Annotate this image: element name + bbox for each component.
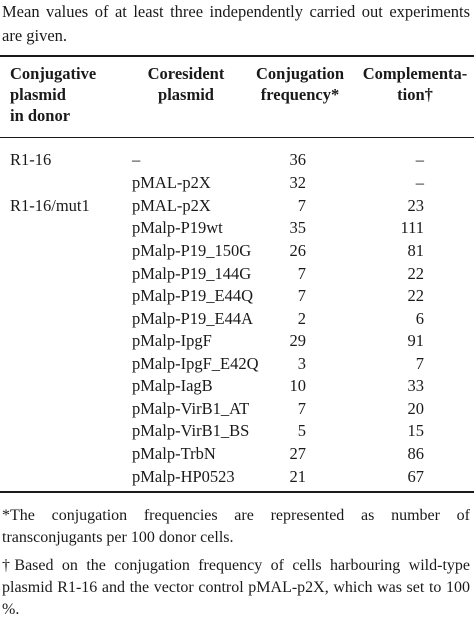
header-conjugative-plasmid: Conjugative plasmid in donor: [10, 63, 120, 126]
conjugation-frequency-cell: 35: [289, 218, 307, 237]
complementation-cell: 20: [407, 399, 425, 418]
complementation-cell: 81: [407, 241, 425, 260]
complementation-cell: 22: [407, 264, 425, 283]
donor-plasmid-cell: R1-16: [10, 150, 52, 169]
complementation-cell: 22: [407, 286, 425, 305]
table-row: pMalp-IpgF_E42Q 3 7: [0, 352, 474, 375]
coresident-plasmid-cell: pMalp-P19_150G: [132, 241, 252, 260]
conjugation-frequency-cell: 7: [297, 264, 306, 283]
coresident-plasmid-cell: pMalp-VirB1_BS: [132, 421, 250, 440]
header-coresident-plasmid: Coresident plasmid: [136, 63, 236, 105]
coresident-plasmid-cell: pMalp-P19_144G: [132, 264, 252, 283]
complementation-cell: 23: [407, 196, 425, 215]
complementation-cell: 86: [407, 444, 425, 463]
conjugation-frequency-cell: 36: [289, 150, 307, 169]
header-line: plasmid: [158, 85, 214, 104]
footnotes: *The conjugation frequencies are represe…: [2, 505, 470, 627]
coresident-plasmid-cell: pMalp-IpgF_E42Q: [132, 354, 259, 373]
header-line: in donor: [10, 106, 71, 125]
conjugation-frequency-cell: 3: [297, 354, 306, 373]
donor-plasmid-cell: R1-16/mut1: [10, 196, 90, 215]
header-line: Conjugation: [255, 64, 345, 83]
header-line: Complementa-: [362, 64, 468, 83]
coresident-plasmid-cell: pMAL-p2X: [132, 173, 211, 192]
coresident-plasmid-cell: pMalp-P19_E44A: [132, 309, 253, 328]
table-row: pMalp-IagB 10 33: [0, 374, 474, 397]
conjugation-frequency-cell: 29: [289, 331, 307, 350]
coresident-plasmid-cell: pMalp-TrbN: [132, 444, 216, 463]
table-row: pMalp-P19_E44A 2 6: [0, 307, 474, 330]
coresident-plasmid-cell: pMalp-IagB: [132, 376, 213, 395]
header-complementation: Complementa- tion†: [356, 63, 474, 105]
conjugation-frequency-cell: 5: [297, 421, 306, 440]
conjugation-frequency-cell: 32: [289, 173, 307, 192]
coresident-plasmid-cell: pMalp-VirB1_AT: [132, 399, 250, 418]
table-row: pMalp-P19_E44Q 7 22: [0, 284, 474, 307]
coresident-plasmid-cell: pMAL-p2X: [132, 196, 211, 215]
table-row: pMAL-p2X 32 –: [0, 171, 474, 194]
footnote-complementation: †Based on the conjugation frequency of c…: [2, 557, 470, 618]
header-line: Conjugative: [10, 64, 97, 83]
table-bottom-rule: [0, 491, 474, 493]
complementation-cell: 6: [415, 309, 424, 328]
table-row: pMalp-IpgF 29 91: [0, 329, 474, 352]
conjugation-frequency-cell: 7: [297, 286, 306, 305]
conjugation-frequency-cell: 2: [297, 309, 306, 328]
complementation-cell: –: [415, 173, 424, 192]
conjugation-frequency-cell: 26: [289, 241, 307, 260]
table-row: pMalp-P19_150G 26 81: [0, 239, 474, 262]
table-row: R1-16 – 36 –: [0, 148, 474, 171]
table-row: pMalp-VirB1_BS 5 15: [0, 419, 474, 442]
header-line: plasmid: [10, 85, 66, 104]
header-line: frequency*: [260, 85, 340, 104]
table-top-rule: [0, 55, 474, 57]
coresident-plasmid-cell: pMalp-P19wt: [132, 218, 223, 237]
table-row: pMalp-VirB1_AT 7 20: [0, 397, 474, 420]
conjugation-frequency-cell: 10: [289, 376, 307, 395]
header-conjugation-frequency: Conjugation frequency*: [250, 63, 350, 105]
table-caption: Mean values of at least three independen…: [2, 2, 470, 45]
complementation-cell: 7: [415, 354, 424, 373]
conjugation-frequency-cell: 27: [289, 444, 307, 463]
coresident-plasmid-cell: pMalp-IpgF: [132, 331, 212, 350]
complementation-cell: –: [415, 150, 424, 169]
complementation-cell: 15: [407, 421, 425, 440]
conjugation-frequency-cell: 7: [297, 399, 306, 418]
conjugation-frequency-cell: 7: [297, 196, 306, 215]
header-line: tion†: [397, 85, 433, 104]
footnote-frequency: *The conjugation frequencies are represe…: [2, 507, 470, 546]
table-row: R1-16/mut1 pMAL-p2X 7 23: [0, 194, 474, 217]
complementation-cell: 33: [407, 376, 425, 395]
complementation-cell: 91: [407, 331, 425, 350]
header-rule: [0, 137, 474, 138]
conjugation-frequency-cell: 21: [289, 467, 307, 486]
table-row: pMalp-P19wt 35 111: [0, 216, 474, 239]
complementation-cell: 111: [400, 218, 424, 237]
table-row: pMalp-P19_144G 7 22: [0, 262, 474, 285]
coresident-plasmid-cell: pMalp-P19_E44Q: [132, 286, 253, 305]
coresident-plasmid-cell: –: [132, 150, 141, 169]
coresident-plasmid-cell: pMalp-HP0523: [132, 467, 235, 486]
complementation-cell: 67: [407, 467, 425, 486]
table-row: pMalp-HP0523 21 67: [0, 465, 474, 488]
table-row: pMalp-TrbN 27 86: [0, 442, 474, 465]
header-line: Coresident: [147, 64, 225, 83]
